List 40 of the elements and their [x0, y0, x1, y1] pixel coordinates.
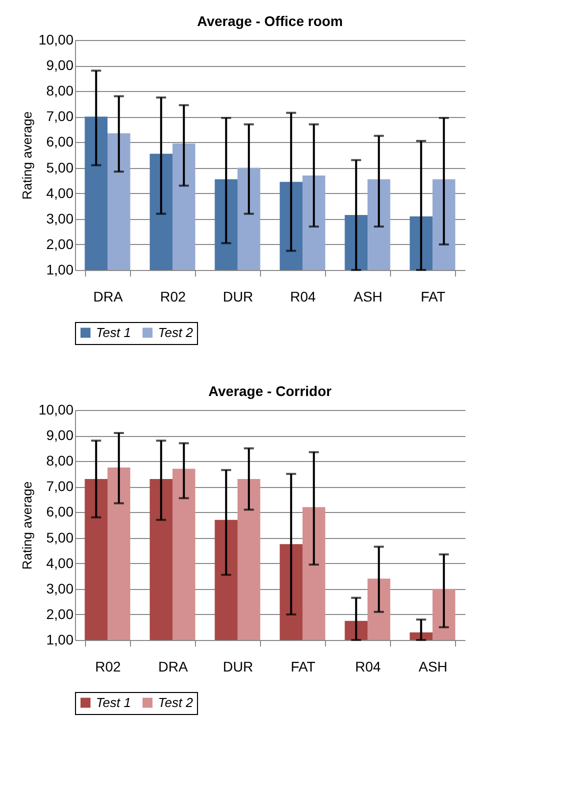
x-tick-label: ASH: [354, 288, 382, 304]
x-tick-label: DUR: [222, 288, 254, 304]
y-tick-label: 4,00: [46, 184, 74, 201]
y-tick-label: 1,00: [46, 262, 74, 278]
y-tick-label: 5,00: [46, 529, 74, 546]
x-tick-label: DRA: [158, 658, 188, 674]
legend-label: Test 1: [96, 694, 131, 710]
y-tick-label: 7,00: [46, 478, 74, 494]
y-tick-label: 1,00: [46, 632, 74, 648]
x-tick-label: DUR: [222, 658, 254, 674]
x-tick-label: ASH: [418, 658, 448, 674]
y-tick-label: 6,00: [46, 504, 74, 520]
chart-title: Average - Corridor: [208, 383, 332, 399]
x-tick-label: R04: [355, 658, 382, 674]
x-tick-label: FAT: [420, 288, 446, 304]
legend-label: Test 1: [96, 324, 131, 340]
y-tick-label: 2,00: [46, 606, 74, 622]
y-tick-label: 9,00: [46, 57, 74, 74]
y-tick-label: 8,00: [46, 82, 74, 99]
x-tick-label: R02: [160, 288, 186, 304]
x-tick-label: R04: [290, 288, 316, 304]
y-tick-label: 7,00: [46, 108, 74, 124]
legend-label: Test 2: [158, 694, 194, 710]
y-tick-label: 8,00: [46, 452, 74, 469]
x-tick-label: R02: [95, 658, 122, 674]
x-tick-label: FAT: [290, 658, 316, 674]
y-axis-title: Rating average: [19, 111, 34, 200]
y-axis-title: Rating average: [19, 481, 34, 570]
y-tick-label: 10,00: [38, 402, 74, 418]
y-tick-label: 3,00: [46, 580, 74, 596]
y-tick-label: 9,00: [46, 427, 74, 444]
y-tick-label: 10,00: [38, 32, 74, 48]
legend-label: Test 2: [158, 324, 194, 340]
chart-title: Average - Office room: [197, 13, 343, 29]
y-tick-label: 5,00: [46, 159, 74, 176]
y-tick-label: 6,00: [46, 134, 74, 150]
x-tick-label: DRA: [93, 288, 124, 304]
y-tick-label: 3,00: [46, 210, 74, 226]
y-tick-label: 4,00: [46, 554, 74, 571]
y-tick-label: 2,00: [46, 236, 74, 252]
